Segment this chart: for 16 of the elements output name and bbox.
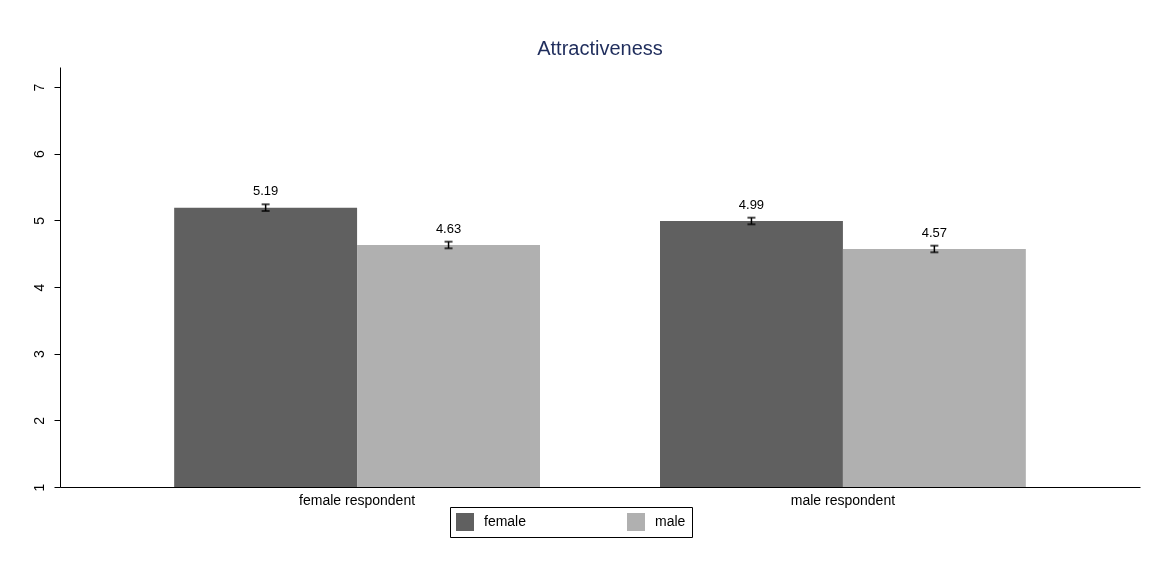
data-label: 5.19 xyxy=(252,183,279,199)
y-tick-label: 5 xyxy=(30,216,47,225)
y-tick-label: 7 xyxy=(30,83,47,92)
x-tick-label: female respondent xyxy=(299,491,416,508)
y-tick-label: 2 xyxy=(30,416,47,425)
y-tick-label: 1 xyxy=(30,483,47,492)
legend-label: female xyxy=(484,513,527,529)
data-label: 4.57 xyxy=(921,224,948,240)
y-tick-label: 4 xyxy=(30,283,47,292)
chart-title: Attractiveness xyxy=(537,37,663,59)
legend-label: male xyxy=(655,513,686,529)
y-tick-label: 6 xyxy=(30,150,47,159)
data-label: 4.99 xyxy=(738,196,765,212)
data-label: 4.63 xyxy=(435,220,462,236)
x-tick-label: male respondent xyxy=(790,491,896,508)
y-tick-label: 3 xyxy=(30,350,47,359)
